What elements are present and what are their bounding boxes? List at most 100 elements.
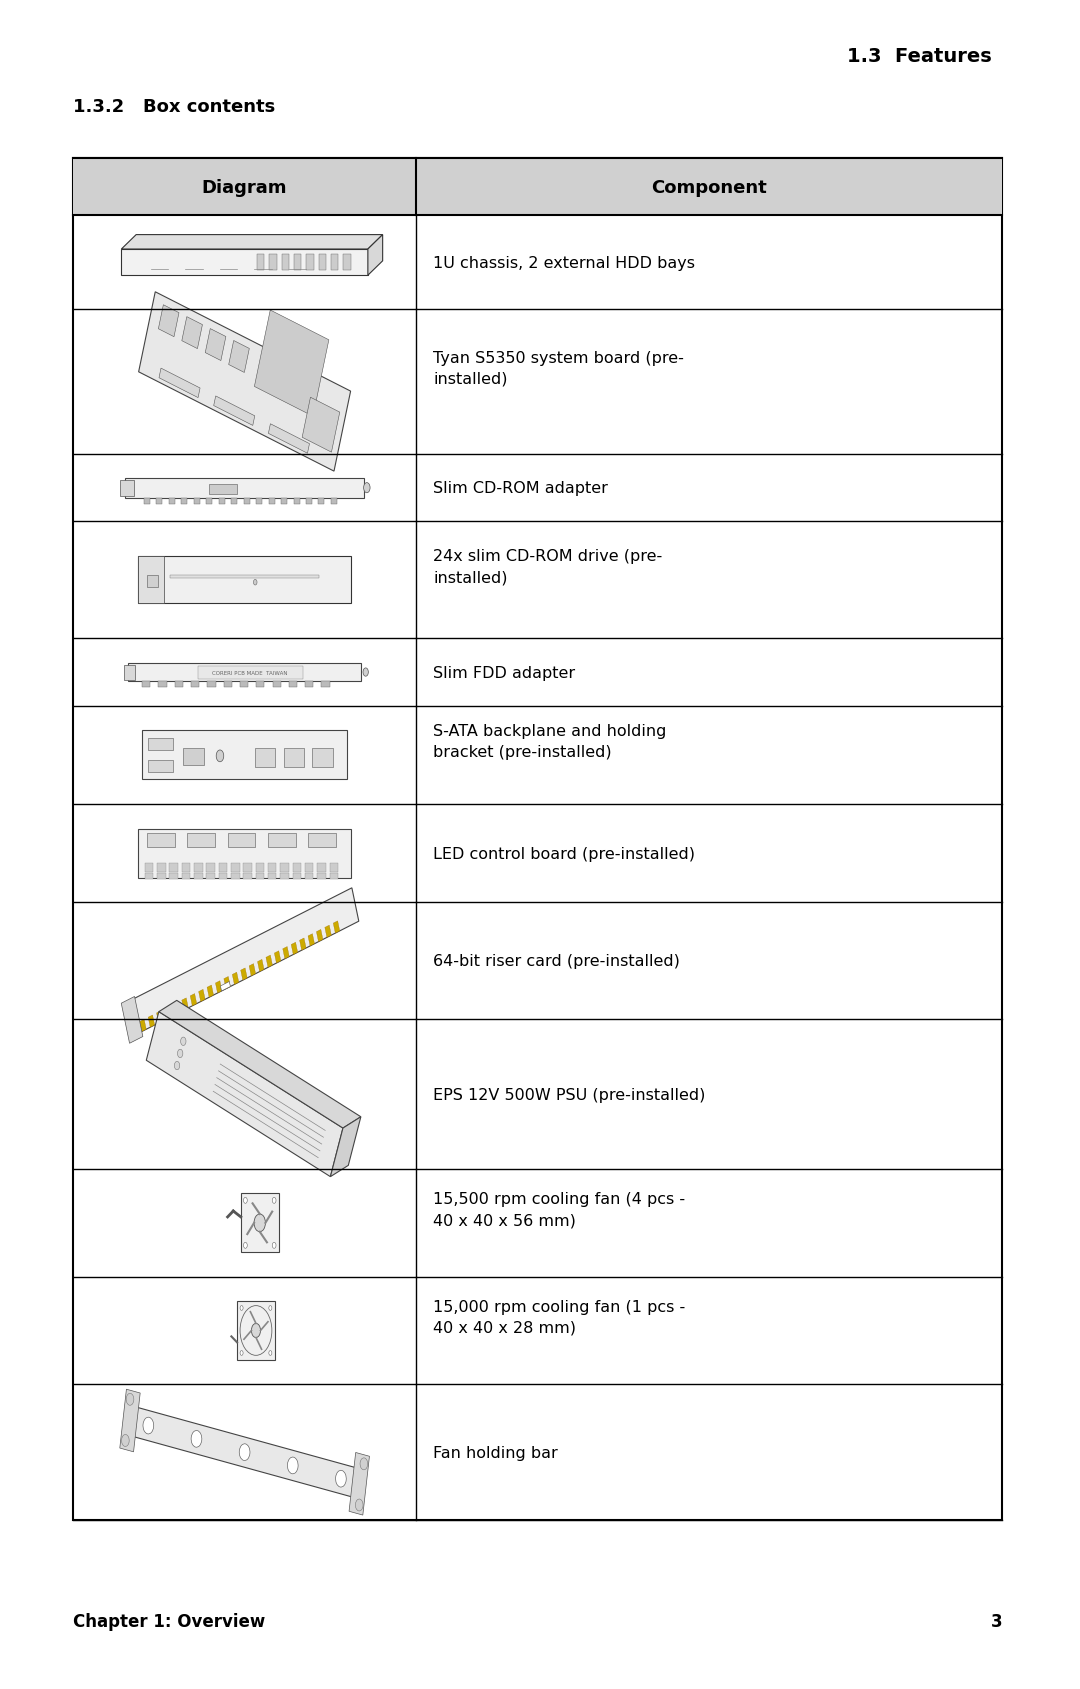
- Circle shape: [272, 1243, 276, 1248]
- Bar: [292, 942, 298, 954]
- Bar: [148, 1015, 154, 1027]
- Bar: [174, 1003, 180, 1015]
- Bar: [224, 976, 230, 990]
- Text: Chapter 1: Overview: Chapter 1: Overview: [73, 1613, 266, 1630]
- Text: Slim FDD adapter: Slim FDD adapter: [433, 665, 576, 681]
- Bar: [266, 956, 272, 968]
- Circle shape: [122, 1434, 130, 1446]
- Bar: [269, 498, 274, 505]
- Bar: [138, 557, 351, 605]
- Bar: [181, 873, 190, 880]
- Bar: [284, 748, 305, 768]
- Bar: [249, 964, 256, 976]
- Text: 1U chassis, 2 external HDD bays: 1U chassis, 2 external HDD bays: [433, 255, 696, 270]
- Bar: [159, 368, 200, 399]
- Bar: [316, 931, 323, 942]
- Bar: [157, 1012, 163, 1024]
- Bar: [274, 951, 281, 963]
- Text: 64-bit riser card (pre-installed): 64-bit riser card (pre-installed): [433, 954, 680, 969]
- Bar: [231, 873, 240, 880]
- Bar: [206, 498, 213, 505]
- Bar: [231, 498, 238, 505]
- Bar: [305, 873, 313, 880]
- Bar: [299, 939, 306, 951]
- Bar: [208, 485, 238, 495]
- Text: 15,000 rpm cooling fan (1 pcs -
40 x 40 x 28 mm): 15,000 rpm cooling fan (1 pcs - 40 x 40 …: [433, 1299, 686, 1336]
- Circle shape: [240, 1306, 243, 1311]
- Bar: [198, 667, 302, 679]
- Circle shape: [180, 1037, 186, 1045]
- Bar: [145, 863, 153, 872]
- Bar: [207, 682, 216, 687]
- Circle shape: [254, 579, 257, 586]
- Bar: [193, 498, 200, 505]
- Bar: [187, 833, 215, 848]
- Bar: [257, 959, 264, 973]
- Bar: [306, 498, 312, 505]
- Bar: [219, 498, 225, 505]
- Bar: [329, 863, 338, 872]
- Circle shape: [364, 483, 370, 493]
- Bar: [307, 255, 313, 270]
- Bar: [269, 424, 310, 454]
- Bar: [191, 682, 199, 687]
- Bar: [281, 498, 287, 505]
- Bar: [129, 1405, 361, 1498]
- Bar: [158, 863, 165, 872]
- Bar: [325, 926, 332, 937]
- Bar: [159, 682, 166, 687]
- Text: Tyan S5350 system board (pre-
installed): Tyan S5350 system board (pre- installed): [433, 351, 684, 387]
- Bar: [138, 829, 351, 878]
- Bar: [158, 873, 165, 880]
- Bar: [206, 873, 215, 880]
- Bar: [138, 292, 351, 471]
- Bar: [183, 748, 203, 765]
- Polygon shape: [121, 235, 382, 250]
- Bar: [343, 255, 351, 270]
- Bar: [144, 498, 150, 505]
- Bar: [293, 873, 301, 880]
- Bar: [215, 981, 222, 993]
- Bar: [219, 873, 227, 880]
- Text: CORERI PCB MADE  TAIWAN: CORERI PCB MADE TAIWAN: [212, 671, 287, 676]
- Bar: [159, 306, 179, 338]
- Bar: [141, 731, 348, 780]
- Bar: [148, 738, 173, 750]
- Bar: [228, 833, 255, 848]
- Bar: [139, 1020, 146, 1032]
- Bar: [194, 863, 203, 872]
- Bar: [121, 250, 368, 275]
- Bar: [318, 873, 326, 880]
- Bar: [302, 399, 340, 453]
- Bar: [175, 682, 183, 687]
- Bar: [241, 968, 247, 981]
- Bar: [170, 873, 178, 880]
- Bar: [181, 998, 188, 1010]
- Bar: [334, 921, 340, 934]
- Text: 15,500 rpm cooling fan (4 pcs -
40 x 40 x 56 mm): 15,500 rpm cooling fan (4 pcs - 40 x 40 …: [433, 1192, 685, 1228]
- Bar: [256, 873, 265, 880]
- Bar: [269, 255, 276, 270]
- Bar: [268, 833, 296, 848]
- Bar: [229, 341, 249, 373]
- Circle shape: [191, 1431, 202, 1447]
- Bar: [243, 873, 252, 880]
- Bar: [256, 682, 265, 687]
- Bar: [257, 255, 265, 270]
- Bar: [243, 863, 252, 872]
- Bar: [190, 995, 197, 1007]
- Bar: [319, 498, 324, 505]
- Text: Component: Component: [651, 179, 767, 196]
- Polygon shape: [159, 1002, 361, 1128]
- Text: Slim CD-ROM adapter: Slim CD-ROM adapter: [433, 481, 608, 497]
- Bar: [294, 498, 299, 505]
- Circle shape: [272, 1198, 276, 1204]
- Bar: [165, 1007, 172, 1018]
- Bar: [145, 873, 153, 880]
- Bar: [121, 997, 143, 1044]
- Text: 1.3  Features: 1.3 Features: [847, 47, 991, 66]
- Bar: [231, 863, 240, 872]
- Circle shape: [360, 1458, 367, 1469]
- Bar: [308, 833, 336, 848]
- Bar: [207, 985, 214, 998]
